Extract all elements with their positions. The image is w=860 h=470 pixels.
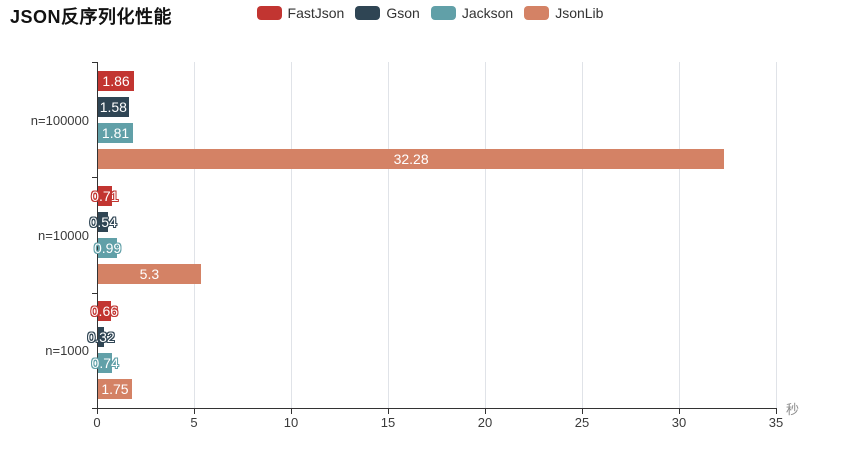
y-axis-tick (92, 292, 97, 294)
bar-fastjson-n=10000[interactable] (98, 186, 112, 206)
bar-value-label: 0.66 (90, 303, 119, 320)
bar-gson-n=100000[interactable] (98, 96, 129, 117)
x-axis-tick (97, 409, 98, 414)
bar-value-label: 0.99 (93, 240, 122, 256)
bar-value-label: 0.74 (91, 355, 119, 372)
legend-item-fastjson[interactable]: FastJson (256, 5, 345, 21)
legend-label: JsonLib (555, 5, 604, 21)
bar-fastjson-n=1000[interactable] (98, 301, 111, 322)
legend-swatch (355, 6, 381, 20)
x-tick-label: 0 (93, 415, 101, 430)
legend-label: Gson (386, 5, 420, 21)
x-tick-label: 30 (671, 415, 687, 430)
x-axis-tick (582, 409, 583, 414)
bar-value-label: 1.58 (99, 98, 127, 115)
x-axis-tick (291, 409, 292, 414)
y-category-label: n=1000 (45, 343, 89, 359)
bar-value-label: 1.75 (101, 381, 129, 398)
bar-jackson-n=10000[interactable] (98, 238, 118, 258)
y-axis-tick (92, 177, 97, 179)
legend-swatch (256, 6, 282, 20)
x-tick-label: 25 (574, 415, 590, 430)
legend-label: Jackson (461, 5, 514, 21)
legend-item-gson[interactable]: Gson (355, 5, 420, 21)
y-category-label: n=100000 (30, 112, 89, 128)
x-tick-label: 10 (283, 415, 299, 430)
x-axis-unit-label: 秒 (786, 402, 800, 417)
bar-value-label: 1.86 (102, 72, 130, 89)
bar-gson-n=1000[interactable] (98, 327, 105, 348)
y-axis-tick (92, 62, 97, 63)
bar-value-label: 0.71 (91, 188, 119, 204)
x-axis-tick (194, 409, 195, 414)
y-axis-line (97, 62, 98, 408)
gridline (194, 62, 195, 408)
gridline (291, 62, 292, 408)
bar-value-label: 5.3 (139, 266, 160, 282)
legend: FastJson Gson Jackson JsonLib (0, 5, 860, 21)
x-tick-label: 5 (190, 415, 198, 430)
bar-value-label: 1.81 (101, 124, 130, 141)
bar-value-label: 0.54 (89, 214, 117, 230)
x-axis-tick (388, 409, 389, 414)
gridline (679, 62, 680, 408)
legend-item-jackson[interactable]: Jackson (430, 5, 514, 21)
x-axis-line (97, 408, 777, 409)
bar-jackson-n=1000[interactable] (98, 353, 113, 374)
x-axis-tick (485, 409, 486, 414)
x-axis-tick (776, 409, 777, 414)
legend-swatch (430, 6, 456, 20)
bar-value-label: 0.32 (87, 329, 115, 346)
bar-value-label: 32.28 (393, 150, 429, 167)
bar-jackson-n=100000[interactable] (98, 122, 134, 143)
x-tick-label: 35 (768, 415, 784, 430)
x-tick-label: 20 (477, 415, 493, 430)
bar-jsonlib-n=10000[interactable] (98, 264, 201, 284)
chart-title: JSON反序列化性能 (10, 7, 173, 27)
gridline (582, 62, 583, 408)
gridline (776, 62, 777, 408)
bar-fastjson-n=100000[interactable] (98, 70, 135, 91)
legend-item-jsonlib[interactable]: JsonLib (524, 5, 603, 21)
gridline (485, 62, 486, 408)
legend-swatch (524, 6, 550, 20)
y-category-label: n=10000 (38, 228, 89, 243)
y-axis-tick (92, 408, 97, 409)
x-tick-label: 15 (380, 415, 396, 430)
legend-label: FastJson (287, 5, 345, 21)
bar-jsonlib-n=100000[interactable] (98, 148, 725, 169)
x-axis-tick (679, 409, 680, 414)
bar-jsonlib-n=1000[interactable] (98, 379, 132, 400)
bar-gson-n=10000[interactable] (98, 212, 109, 232)
gridline (388, 62, 389, 408)
